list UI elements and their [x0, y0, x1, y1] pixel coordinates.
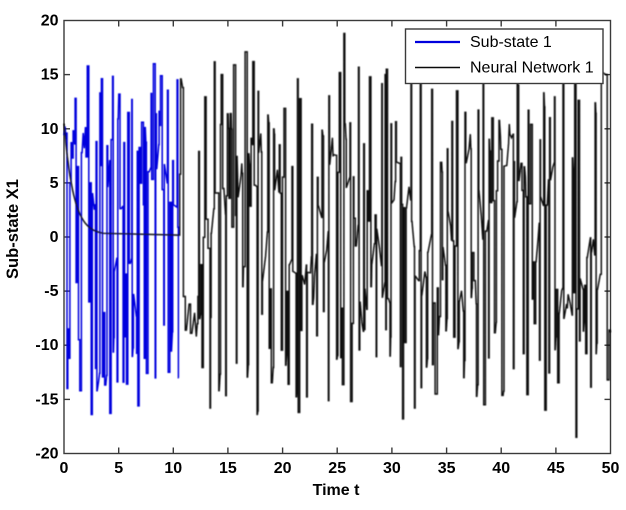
svg-text:30: 30 — [383, 460, 401, 477]
svg-text:50: 50 — [602, 460, 620, 477]
svg-text:25: 25 — [328, 460, 346, 477]
svg-text:Sub-state 1: Sub-state 1 — [470, 34, 552, 51]
svg-text:Time t: Time t — [313, 482, 361, 499]
svg-text:-20: -20 — [35, 446, 58, 463]
svg-text:15: 15 — [219, 460, 237, 477]
svg-text:15: 15 — [41, 67, 59, 84]
svg-text:10: 10 — [164, 460, 182, 477]
svg-text:35: 35 — [438, 460, 456, 477]
svg-text:10: 10 — [41, 121, 59, 138]
svg-text:5: 5 — [50, 175, 59, 192]
svg-text:0: 0 — [50, 229, 59, 246]
svg-text:Sub-state X1: Sub-state X1 — [4, 179, 22, 279]
svg-text:45: 45 — [547, 460, 565, 477]
svg-text:Neural Network 1: Neural Network 1 — [470, 60, 594, 77]
svg-text:5: 5 — [114, 460, 123, 477]
svg-text:-10: -10 — [35, 337, 58, 354]
svg-text:-15: -15 — [35, 391, 58, 408]
svg-text:0: 0 — [60, 460, 69, 477]
svg-text:-5: -5 — [44, 283, 58, 300]
svg-text:20: 20 — [274, 460, 292, 477]
svg-text:40: 40 — [492, 460, 510, 477]
svg-text:20: 20 — [41, 13, 59, 30]
